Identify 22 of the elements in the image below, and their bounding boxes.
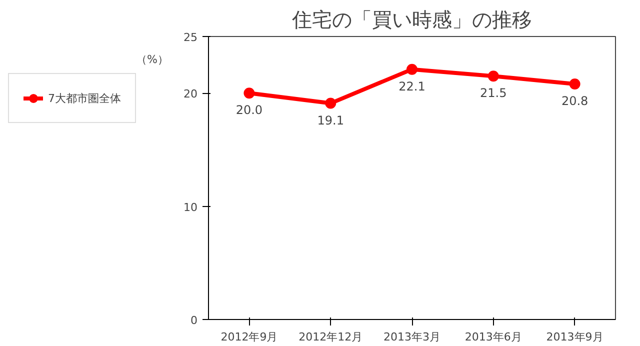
y-axis-title: （%）	[136, 52, 168, 66]
x-tick-label: 2013年3月	[384, 330, 441, 344]
y-tick-label: 25	[184, 31, 198, 44]
legend-label: 7大都市圏全体	[48, 90, 121, 106]
y-tick-label: 10	[184, 200, 198, 214]
point	[406, 64, 418, 75]
y-tick-label: 20	[184, 88, 198, 101]
chart-title: 住宅の「買い時感」の推移	[291, 8, 532, 32]
point	[244, 88, 255, 99]
x-tick-label: 2013年6月	[464, 330, 522, 344]
text: 22.1	[398, 79, 426, 94]
text: 19.1	[317, 113, 344, 128]
point	[569, 78, 580, 90]
x-tick-label: 2012年9月	[220, 330, 278, 344]
text: 20.8	[561, 94, 588, 108]
text: 20.0	[236, 103, 263, 118]
x-tick-label: 2012年12月	[298, 330, 363, 344]
point	[488, 70, 499, 82]
text: 21.5	[480, 86, 507, 100]
x-tick-label: 2013年9月	[546, 330, 604, 344]
y-tick-label: 0	[190, 314, 198, 327]
point	[325, 98, 336, 109]
